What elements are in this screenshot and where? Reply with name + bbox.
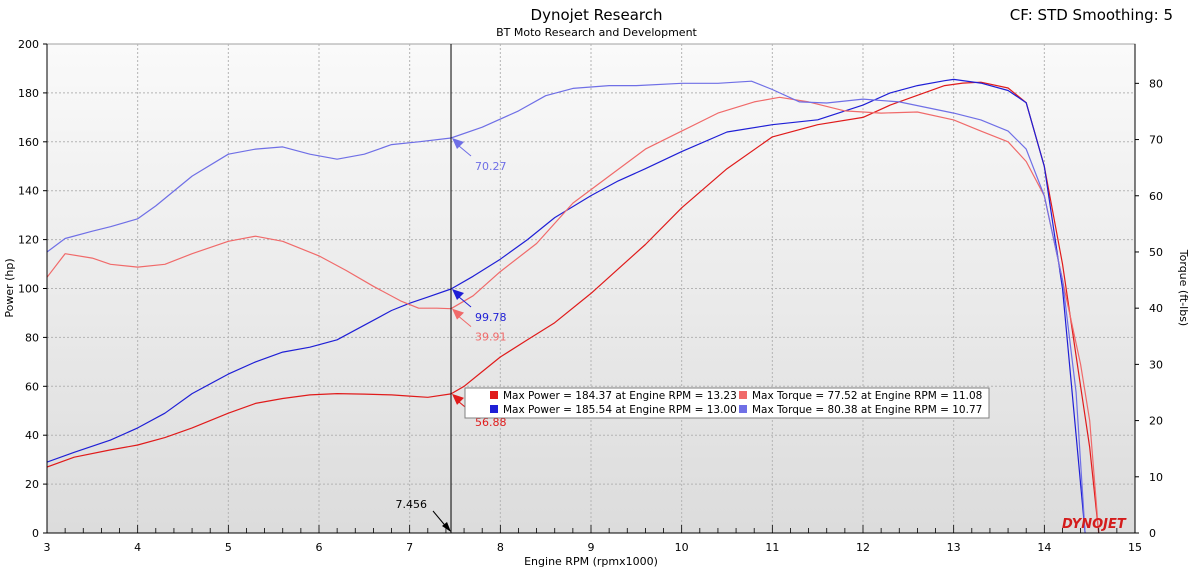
- y-tick-label: 20: [25, 478, 39, 491]
- y-tick-label: 0: [32, 527, 39, 540]
- y-tick-label: 140: [18, 185, 39, 198]
- x-tick-label: 14: [1037, 541, 1051, 554]
- x-tick-label: 8: [497, 541, 504, 554]
- y2-tick-label: 10: [1149, 471, 1163, 484]
- y2-tick-label: 30: [1149, 358, 1163, 371]
- cursor-group: 7.456 70.27 99.78 39.91 56.88: [396, 44, 507, 533]
- x-tick-label: 3: [44, 541, 51, 554]
- y-tick-label: 160: [18, 136, 39, 149]
- series-line-red-power: [47, 81, 1100, 533]
- y2-tick-label: 20: [1149, 415, 1163, 428]
- x-tick-label: 12: [856, 541, 870, 554]
- x-tick-label: 7: [406, 541, 413, 554]
- chart-subtitle: BT Moto Research and Development: [496, 26, 697, 39]
- series-line-blue-torque: [47, 80, 1086, 533]
- legend-entry-blue-power: Max Power = 185.54 at Engine RPM = 13.00: [503, 404, 737, 416]
- callout-red-power-arrow: [452, 393, 465, 405]
- cursor-value-label: 7.456: [396, 498, 428, 511]
- series-line-red-torque: [47, 96, 1100, 533]
- callout-blue-power-arrow: [452, 289, 465, 301]
- series-line-blue-power: [47, 78, 1086, 533]
- correction-factor-label: CF: STD Smoothing: 5: [1009, 6, 1173, 24]
- legend-swatch-red: [490, 391, 498, 399]
- chart-title: Dynojet Research: [530, 6, 663, 24]
- y2-tick-label: 50: [1149, 246, 1163, 259]
- y-tick-label: 100: [18, 283, 39, 296]
- legend-box: [464, 387, 990, 419]
- dynojet-logo: DYNOJET: [1062, 517, 1127, 532]
- x-tick-label: 10: [675, 541, 689, 554]
- callout-red-torque-arrow: [452, 308, 465, 320]
- legend-swatch-light-red: [739, 391, 747, 399]
- x-axis-label: Engine RPM (rpmx1000): [524, 555, 658, 568]
- x-tick-label: 6: [316, 541, 323, 554]
- legend-swatch-light-blue: [739, 405, 747, 413]
- x-tick-label: 4: [134, 541, 141, 554]
- callout-blue-torque-leader: [458, 145, 472, 157]
- legend-entry-blue-torque: Max Torque = 80.38 at Engine RPM = 10.77: [752, 404, 982, 416]
- y2-tick-label: 80: [1149, 77, 1163, 90]
- y-tick-label: 200: [18, 38, 39, 51]
- x-tick-label: 15: [1128, 541, 1142, 554]
- y-tick-label: 80: [25, 331, 39, 344]
- legend-entry-red-torque: Max Torque = 77.52 at Engine RPM = 11.08: [752, 390, 982, 402]
- y-tick-label: 60: [25, 380, 39, 393]
- y2-axis-label: Torque (ft-lbs): [1177, 249, 1190, 326]
- y-tick-label: 40: [25, 429, 39, 442]
- y-axis-label: Power (hp): [3, 258, 16, 317]
- callout-red-torque-label: 39.91: [475, 331, 507, 344]
- callout-red-power-label: 56.88: [475, 416, 507, 429]
- cursor-arrow: [442, 522, 452, 532]
- callout-blue-torque-arrow: [452, 138, 465, 150]
- y2-tick-label: 60: [1149, 190, 1163, 203]
- axes: 3 4 5 6 7 8 9 10 11 12 13 14 15020406080100120140160…: [18, 38, 1163, 554]
- y2-tick-label: 40: [1149, 302, 1163, 315]
- x-tick-label: 9: [588, 541, 595, 554]
- x-tick-label: 5: [225, 541, 232, 554]
- callout-red-torque-leader: [458, 316, 472, 328]
- legend-swatch-blue: [490, 405, 498, 413]
- y2-tick-label: 70: [1149, 134, 1163, 147]
- y-tick-label: 120: [18, 234, 39, 247]
- grid-lines: [47, 44, 1135, 533]
- x-tick-label: 11: [765, 541, 779, 554]
- callout-blue-power-leader: [458, 296, 472, 308]
- callout-blue-torque-label: 70.27: [475, 160, 507, 173]
- callout-blue-power-label: 99.78: [475, 311, 507, 324]
- x-tick-label: 13: [947, 541, 961, 554]
- legend: Max Power = 184.37 at Engine RPM = 13.23…: [464, 387, 990, 419]
- y2-tick-label: 0: [1149, 527, 1156, 540]
- legend-entry-red-power: Max Power = 184.37 at Engine RPM = 13.23: [503, 390, 737, 402]
- series-group: [47, 78, 1100, 533]
- y-tick-label: 180: [18, 87, 39, 100]
